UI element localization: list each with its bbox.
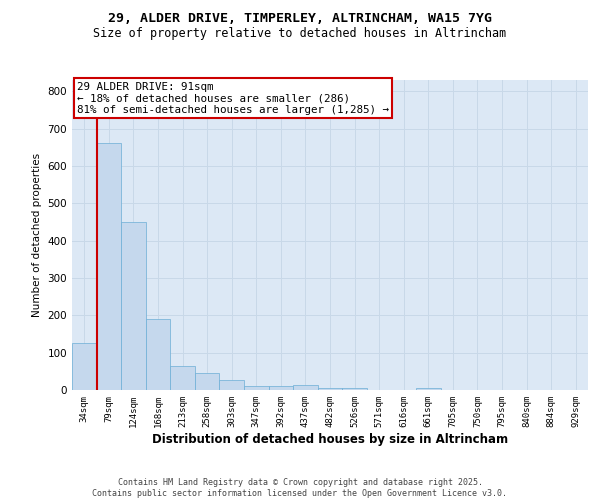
Y-axis label: Number of detached properties: Number of detached properties: [32, 153, 42, 317]
Bar: [146, 319, 170, 390]
X-axis label: Distribution of detached houses by size in Altrincham: Distribution of detached houses by size …: [152, 432, 508, 446]
Bar: [170, 366, 195, 390]
Bar: [195, 373, 220, 390]
Text: 29 ALDER DRIVE: 91sqm
← 18% of detached houses are smaller (286)
81% of semi-det: 29 ALDER DRIVE: 91sqm ← 18% of detached …: [77, 82, 389, 115]
Text: 29, ALDER DRIVE, TIMPERLEY, ALTRINCHAM, WA15 7YG: 29, ALDER DRIVE, TIMPERLEY, ALTRINCHAM, …: [108, 12, 492, 26]
Bar: [97, 144, 121, 390]
Bar: [269, 386, 293, 390]
Text: Size of property relative to detached houses in Altrincham: Size of property relative to detached ho…: [94, 28, 506, 40]
Bar: [220, 380, 244, 390]
Bar: [244, 386, 269, 390]
Bar: [121, 222, 146, 390]
Bar: [293, 385, 318, 390]
Text: Contains HM Land Registry data © Crown copyright and database right 2025.
Contai: Contains HM Land Registry data © Crown c…: [92, 478, 508, 498]
Bar: [318, 388, 342, 390]
Bar: [416, 388, 440, 390]
Bar: [342, 388, 367, 390]
Bar: [72, 344, 97, 390]
